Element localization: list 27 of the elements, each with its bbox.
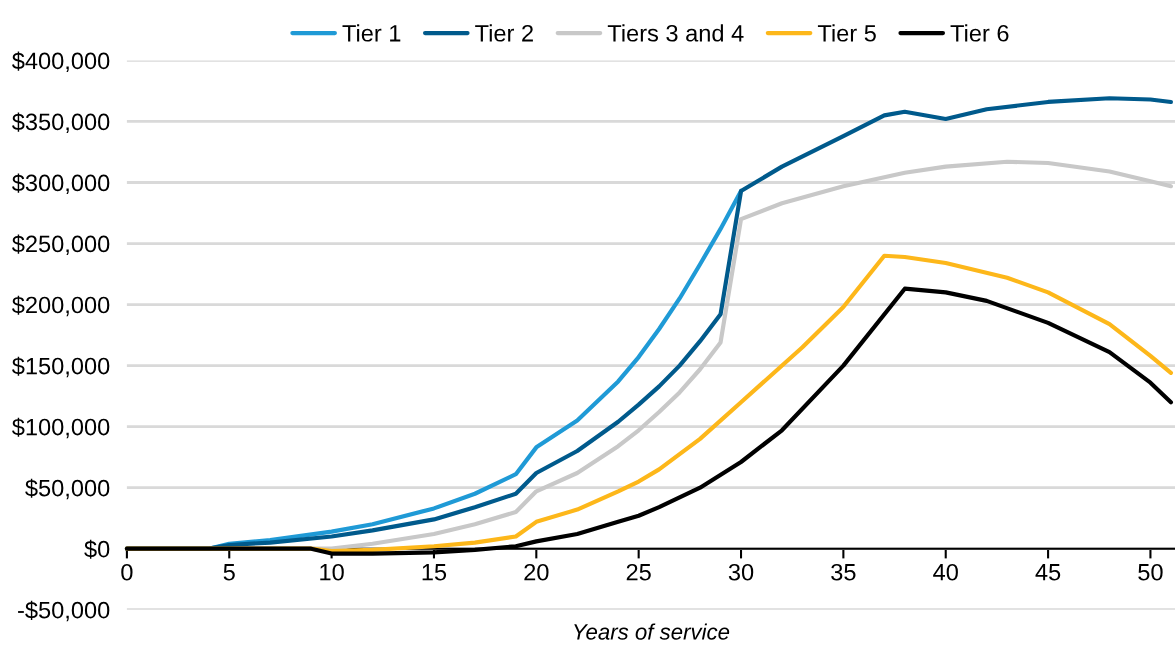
x-tick-label: 30 xyxy=(728,563,754,581)
x-tick-label: 25 xyxy=(626,563,651,581)
legend-label: Tier 5 xyxy=(817,24,876,42)
x-tick-label: 10 xyxy=(320,563,344,581)
x-tick-label: 35 xyxy=(831,563,856,581)
y-tick-label: $400,000 xyxy=(12,51,110,73)
y-tick-label: $50,000 xyxy=(25,478,110,500)
x-tick-label: 0 xyxy=(121,563,133,581)
legend-label: Tier 2 xyxy=(475,24,533,42)
y-tick-label: $250,000 xyxy=(12,234,110,256)
y-tick-label: $100,000 xyxy=(12,417,110,439)
y-tick-label: $200,000 xyxy=(12,295,110,317)
y-tick-label: $150,000 xyxy=(12,356,110,378)
y-tick-label: -$50,000 xyxy=(18,600,110,622)
legend-label: Tier 6 xyxy=(950,24,1009,42)
x-tick-label: 50 xyxy=(1138,563,1163,581)
legend-label: Tiers 3 and 4 xyxy=(607,24,744,42)
x-tick-label: 5 xyxy=(223,564,235,581)
x-tick-label: 40 xyxy=(933,563,958,581)
legend-label: Tier 1 xyxy=(342,24,401,42)
x-tick-label: 20 xyxy=(524,563,549,581)
x-tick-label: 45 xyxy=(1035,564,1061,581)
x-axis-title: Years of service xyxy=(574,623,730,640)
x-tick-label: 15 xyxy=(422,564,447,581)
y-tick-label: $350,000 xyxy=(12,112,110,134)
y-tick-label: $300,000 xyxy=(12,173,110,195)
y-tick-label: $0 xyxy=(84,539,110,559)
